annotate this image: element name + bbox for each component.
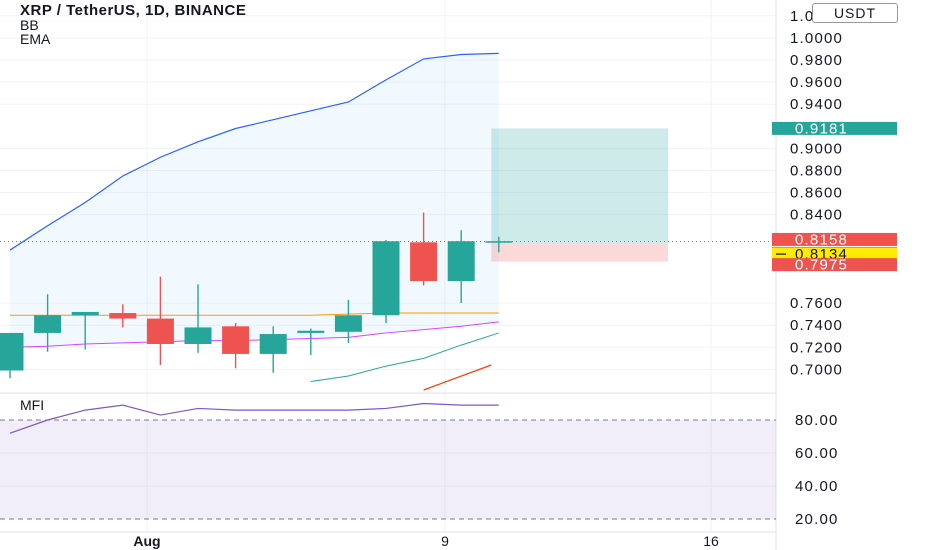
mfi-band-fill xyxy=(0,420,776,519)
candle-body xyxy=(34,315,62,333)
time-axis-label: 16 xyxy=(703,533,719,549)
price-tick-label: 0.8400 xyxy=(790,207,843,224)
price-tick-label: 0.8800 xyxy=(790,163,843,180)
price-tick-label: 0.7400 xyxy=(790,317,843,334)
position-profit-zone xyxy=(491,128,668,245)
candle-body xyxy=(109,313,137,319)
mfi-tick-label: 60.00 xyxy=(795,445,839,462)
time-axis-label: 9 xyxy=(441,533,449,549)
candle-body xyxy=(259,334,287,354)
price-tick-label: 0.9600 xyxy=(790,74,843,91)
candle-body xyxy=(71,311,99,316)
price-tick-label: 0.9800 xyxy=(790,52,843,69)
currency-button[interactable]: USDT xyxy=(812,3,898,23)
candle-body xyxy=(334,315,362,332)
last-price-label: 0.8158 xyxy=(795,231,848,248)
candle-body xyxy=(184,327,212,344)
indicator-ema-label[interactable]: EMA xyxy=(20,31,51,47)
stop-price-label: 0.7975 xyxy=(795,257,848,274)
entry-price-label-bg xyxy=(772,247,897,261)
symbol-title: XRP / TetherUS, 1D, BINANCE xyxy=(20,2,247,19)
price-tick-label: 0.7000 xyxy=(790,361,843,378)
last-price-label-bg xyxy=(772,232,897,246)
mfi-line xyxy=(9,402,499,434)
candle-body xyxy=(447,241,475,281)
candle-body xyxy=(410,242,438,281)
price-tick-label: 0.9400 xyxy=(790,96,843,113)
candle-body xyxy=(372,241,400,316)
bb-upper-line xyxy=(9,52,499,251)
position-loss-zone xyxy=(491,244,668,262)
price-tick-label: 1.0000 xyxy=(790,30,843,47)
indicator-bb-label[interactable]: BB xyxy=(20,17,39,33)
mfi-pane-label[interactable]: MFI xyxy=(20,397,45,413)
bb-lower-line xyxy=(310,332,499,383)
target-price-label: 0.9181 xyxy=(795,120,848,137)
candle-body xyxy=(297,330,325,333)
mfi-tick-label: 80.00 xyxy=(795,412,839,429)
bb-basis-line xyxy=(9,321,499,348)
candle-body xyxy=(146,318,174,344)
stop-price-label-bg xyxy=(772,258,897,272)
ema-slow-line xyxy=(423,364,492,391)
candle-body xyxy=(0,332,24,371)
time-axis-label: Aug xyxy=(133,533,160,549)
price-tick-label: 0.7200 xyxy=(790,339,843,356)
candle-body xyxy=(222,326,250,354)
mfi-tick-label: 40.00 xyxy=(795,478,839,495)
bb-fill xyxy=(10,53,499,348)
candle-body xyxy=(485,241,513,243)
price-tick-label: 0.7600 xyxy=(790,295,843,312)
price-tick-label: 0.9000 xyxy=(790,140,843,157)
target-price-label-bg xyxy=(772,121,897,135)
price-tick-label: 0.8600 xyxy=(790,185,843,202)
mfi-tick-label: 20.00 xyxy=(795,511,839,528)
